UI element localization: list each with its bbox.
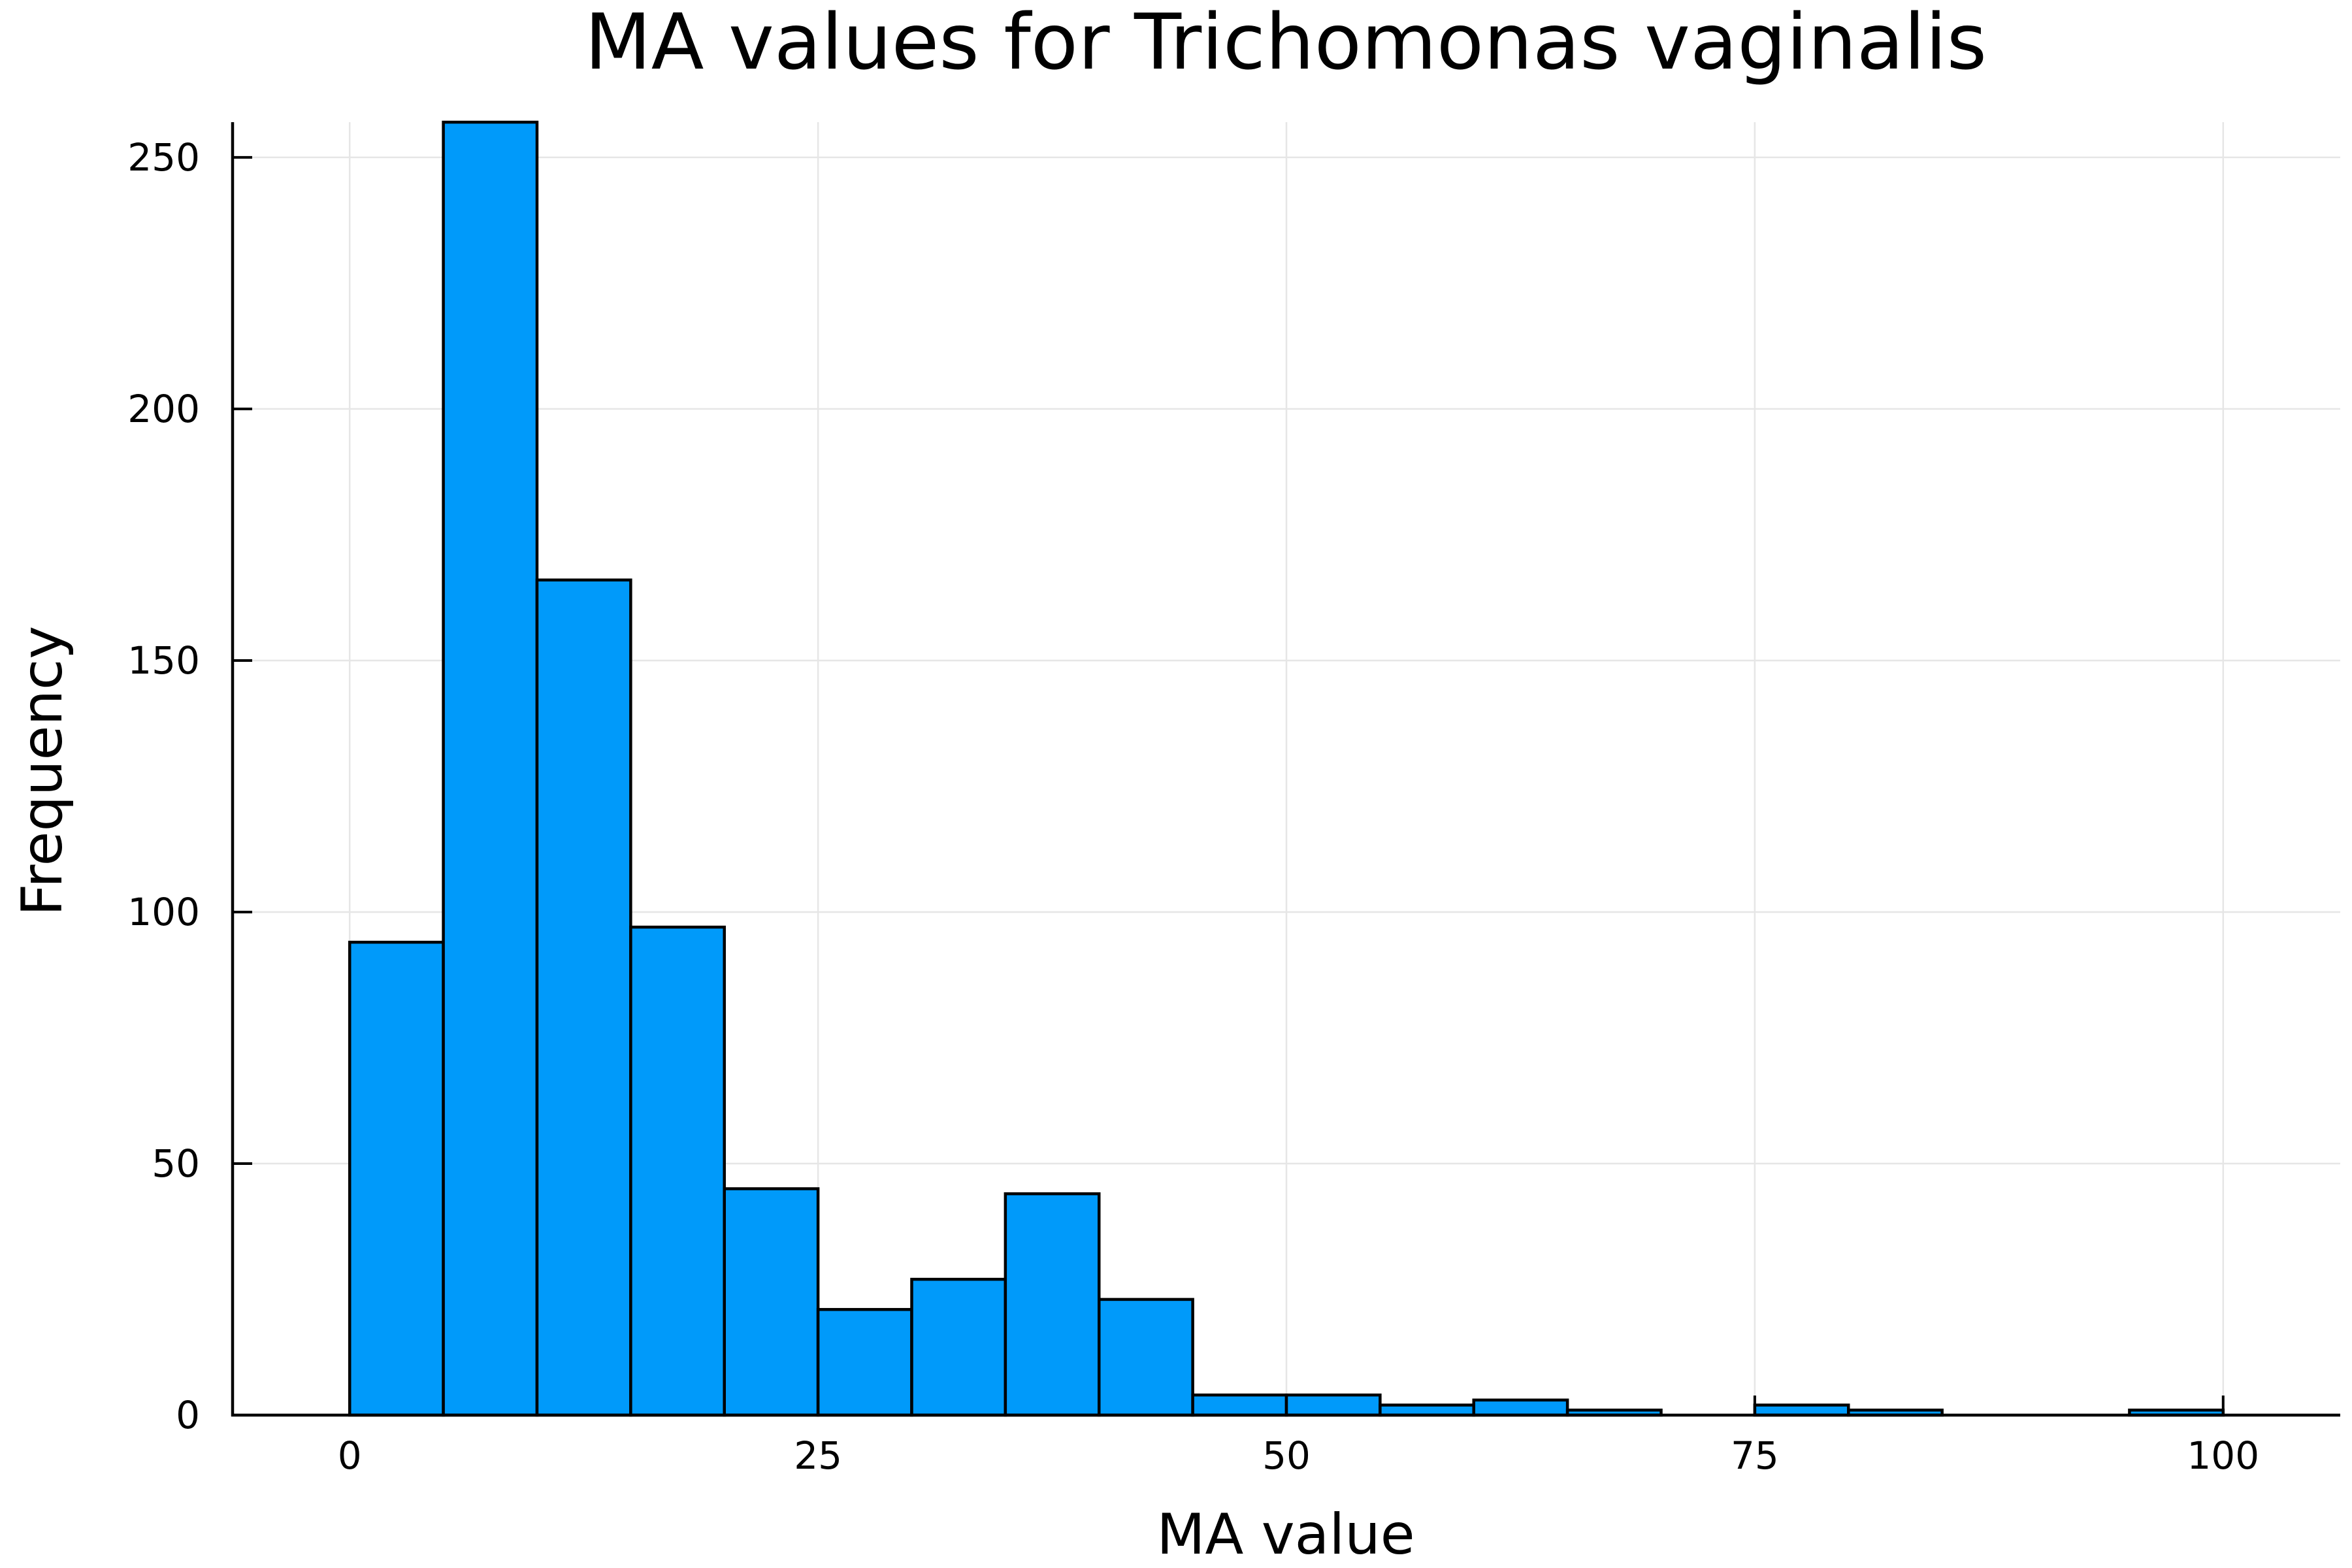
histogram-bar xyxy=(1191,1393,1288,1417)
histogram-bar xyxy=(442,120,539,1417)
chart-title: MA values for Trichomonas vaginalis xyxy=(585,0,1987,87)
histogram-bar xyxy=(1472,1398,1569,1417)
y-tick-label: 50 xyxy=(152,1141,200,1186)
y-tick-label: 0 xyxy=(176,1393,200,1437)
x-tick-label: 25 xyxy=(794,1433,842,1478)
histogram-bar xyxy=(723,1187,820,1417)
y-tick-label: 100 xyxy=(127,890,200,934)
x-tick-label: 75 xyxy=(1731,1433,1779,1478)
x-tick-label: 100 xyxy=(2187,1433,2259,1478)
histogram-bar xyxy=(629,925,726,1417)
histogram-bar xyxy=(910,1277,1007,1417)
x-tick-label: 50 xyxy=(1262,1433,1311,1478)
y-tick-label: 150 xyxy=(127,638,200,683)
histogram-bars xyxy=(348,120,2225,1417)
x-axis-label: MA value xyxy=(1156,1502,1414,1567)
y-tick-label: 250 xyxy=(127,135,200,180)
histogram-bar xyxy=(1284,1393,1382,1417)
tick-labels: 0 25 50 75 100 0 50 100 150 200 250 xyxy=(127,135,2259,1478)
histogram-bar xyxy=(348,940,445,1417)
axes xyxy=(231,122,2340,1417)
y-axis-label: Frequency xyxy=(10,626,75,916)
histogram-bar xyxy=(1097,1298,1194,1417)
histogram-bar xyxy=(816,1308,913,1417)
y-tick-label: 200 xyxy=(127,387,200,431)
histogram-bar xyxy=(1379,1403,1476,1417)
x-tick-label: 0 xyxy=(338,1433,362,1478)
histogram-bar xyxy=(1004,1192,1101,1417)
histogram-bar xyxy=(1753,1403,1850,1417)
histogram-bar xyxy=(535,578,632,1417)
